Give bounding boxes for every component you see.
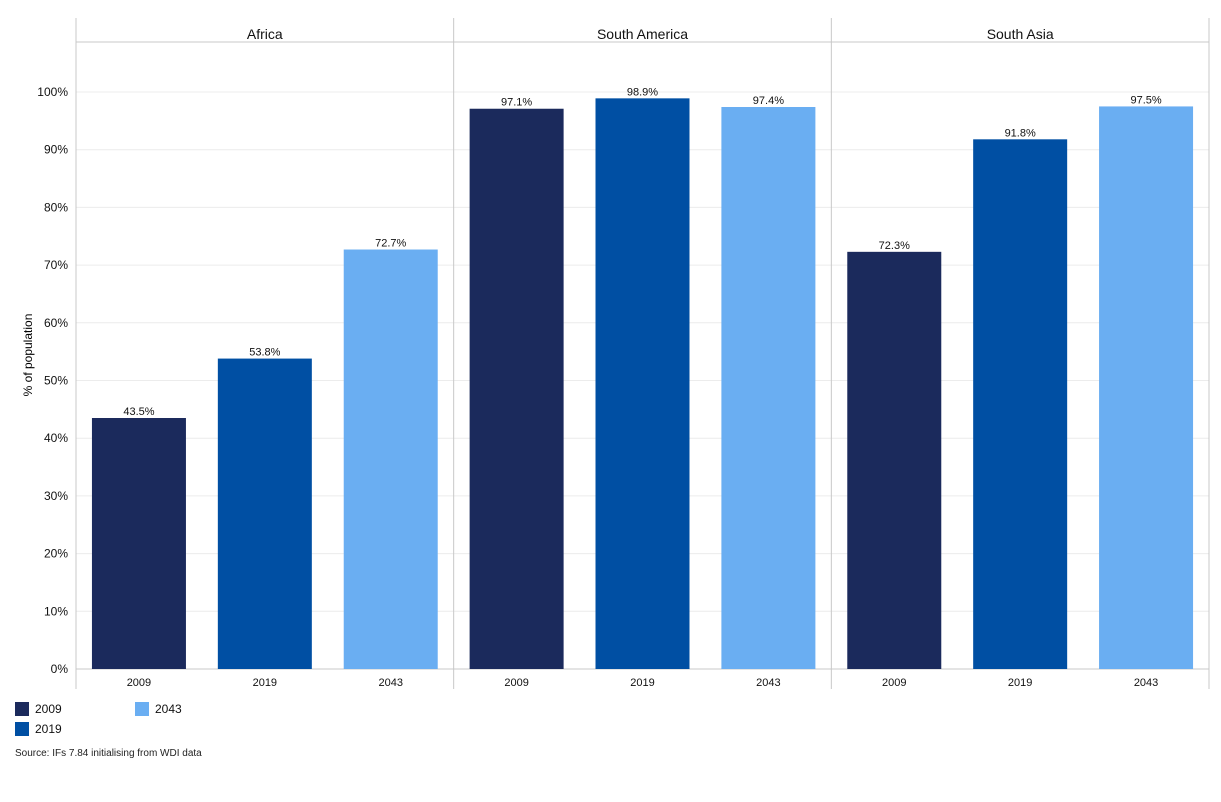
legend: 2009 2043 2019 <box>15 700 315 740</box>
source-note: Source: IFs 7.84 initialising from WDI d… <box>15 748 202 759</box>
panel-africa: Africa 43.5% 2009 53.8% 2019 72.7% 2043 <box>91 26 438 689</box>
bar <box>1099 106 1194 670</box>
legend-item-2009: 2009 <box>15 702 62 716</box>
bar <box>217 358 312 669</box>
x-tick-label: 2019 <box>1008 677 1032 689</box>
x-tick-label: 2043 <box>378 677 402 689</box>
y-tick-label: 50% <box>44 374 68 388</box>
data-label: 97.1% <box>501 97 532 109</box>
panel-south-asia: South Asia 72.3% 2009 91.8% 2019 97.5% 2043 <box>847 26 1194 689</box>
y-tick-label: 30% <box>44 489 68 503</box>
bar <box>973 139 1068 670</box>
data-label: 72.7% <box>375 238 406 250</box>
x-tick-label: 2019 <box>253 677 277 689</box>
y-tick-label: 60% <box>44 316 68 330</box>
y-tick-label: 20% <box>44 547 68 561</box>
panel-title: South America <box>597 26 688 42</box>
data-label: 53.8% <box>249 347 280 359</box>
legend-label-2019: 2019 <box>35 722 62 736</box>
y-tick-label: 100% <box>37 85 68 99</box>
x-tick-label: 2009 <box>504 677 528 689</box>
x-tick-label: 2019 <box>630 677 654 689</box>
y-tick-label: 0% <box>51 662 69 676</box>
x-tick-label: 2009 <box>882 677 906 689</box>
data-label: 98.9% <box>627 86 658 98</box>
panel-title: Africa <box>247 26 283 42</box>
legend-swatch-2019 <box>15 722 29 736</box>
data-label: 97.5% <box>1130 94 1161 106</box>
bar <box>91 418 186 669</box>
x-tick-label: 2009 <box>127 677 151 689</box>
y-axis: 0% 10% 20% 30% 40% 50% 60% 70% 80% 90% 100% <box>37 85 68 676</box>
y-tick-label: 80% <box>44 200 68 214</box>
panel-title: South Asia <box>987 26 1054 42</box>
legend-label-2009: 2009 <box>35 702 62 716</box>
bar <box>343 249 438 669</box>
legend-item-2043: 2043 <box>135 702 182 716</box>
x-tick-label: 2043 <box>1134 677 1158 689</box>
data-label: 43.5% <box>123 406 154 418</box>
bar <box>721 107 816 669</box>
bar <box>469 108 564 669</box>
y-tick-label: 90% <box>44 143 68 157</box>
y-tick-label: 10% <box>44 604 68 618</box>
legend-item-2019: 2019 <box>15 722 62 736</box>
legend-label-2043: 2043 <box>155 702 182 716</box>
bar-chart: 0% 10% 20% 30% 40% 50% 60% 70% 80% 90% 100% Africa… <box>21 18 1210 689</box>
data-label: 97.4% <box>753 95 784 107</box>
legend-swatch-2043 <box>135 702 149 716</box>
bar <box>847 251 942 670</box>
bar <box>595 98 690 670</box>
y-tick-label: 40% <box>44 431 68 445</box>
y-axis-label: % of population <box>21 314 35 397</box>
legend-swatch-2009 <box>15 702 29 716</box>
data-label: 91.8% <box>1005 127 1036 139</box>
y-tick-label: 70% <box>44 258 68 272</box>
data-label: 72.3% <box>879 240 910 252</box>
panel-south-america: South America 97.1% 2009 98.9% 2019 97.4% 2043 <box>469 26 816 689</box>
x-tick-label: 2043 <box>756 677 780 689</box>
